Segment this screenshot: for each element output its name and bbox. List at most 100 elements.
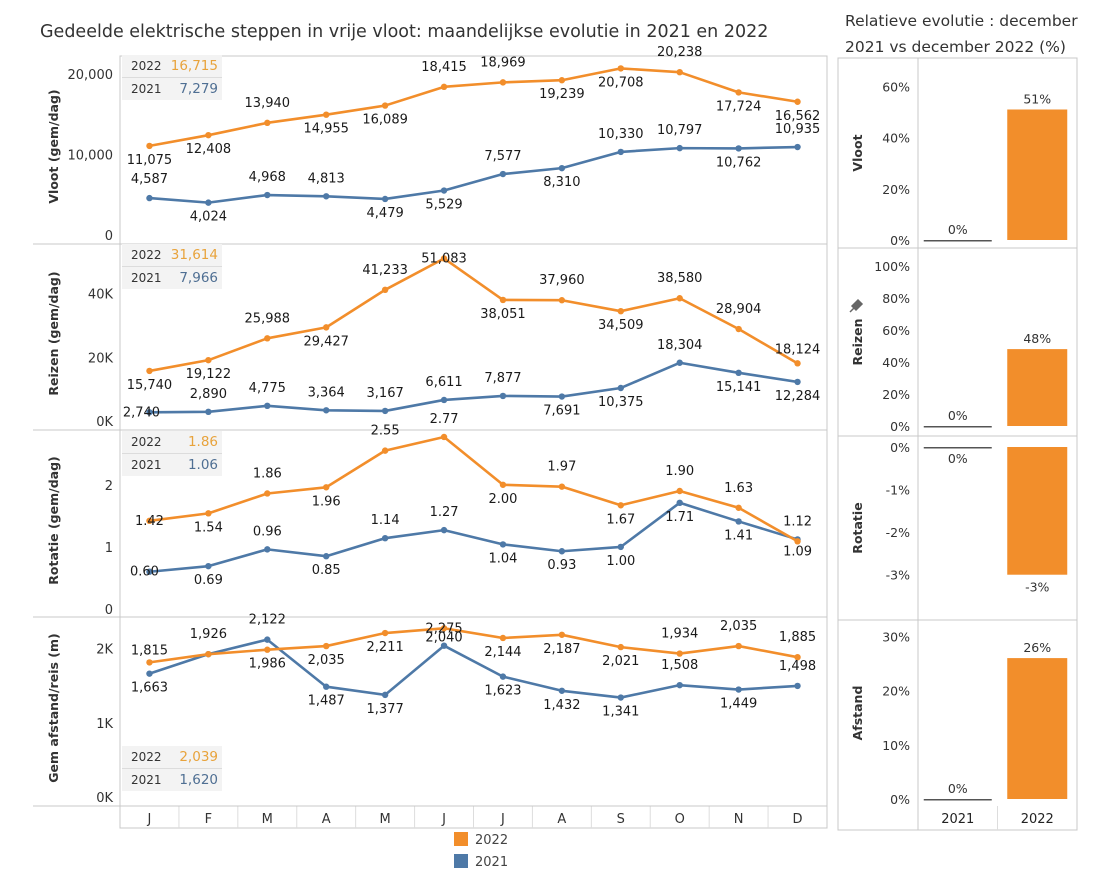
data-label-2021: 0.93 (547, 558, 576, 573)
bar-y-tick-label: 40% (882, 131, 910, 146)
data-label-2021: 4,587 (131, 172, 168, 187)
bar-y-tick-label: 10% (882, 738, 910, 753)
data-label-2022: 2,211 (367, 640, 404, 655)
data-label-2021: 1,449 (720, 697, 757, 712)
data-label-2021: 1.71 (665, 510, 694, 525)
data-point-2022 (794, 653, 801, 661)
bar-y-tick-label: 0% (890, 233, 910, 248)
data-point-2022 (558, 631, 566, 638)
data-point-2022 (323, 642, 330, 650)
data-point-2021 (146, 409, 153, 416)
y-tick-label: 2 (105, 479, 113, 494)
legend-item-2022[interactable]: 2022 (454, 830, 508, 852)
data-point-2021 (735, 369, 742, 377)
data-label-2022: 1,885 (779, 630, 816, 645)
data-label-2022: 51,083 (421, 251, 467, 266)
data-point-2022 (558, 297, 566, 304)
data-point-2021 (499, 392, 507, 400)
data-point-2022 (676, 487, 683, 495)
data-point-2022 (440, 433, 448, 441)
data-point-2021 (381, 407, 389, 415)
bar-value-label: 0% (948, 408, 968, 423)
data-label-2022: 20,238 (657, 45, 703, 60)
data-point-2021 (205, 408, 212, 416)
legend-item-2021[interactable]: 2021 (454, 852, 508, 874)
data-point-2021 (735, 686, 742, 693)
data-point-2021 (381, 535, 389, 542)
data-label-2021: 1.27 (430, 505, 459, 520)
data-label-2022: 2,144 (484, 645, 521, 660)
data-label-2022: 2.55 (371, 424, 400, 439)
y-axis-label: Reizen (gem/dag) (46, 271, 61, 395)
data-point-2022 (381, 286, 389, 294)
data-label-2021: 2,890 (190, 387, 227, 402)
summary-year-2022: 2022 (131, 248, 162, 262)
data-label-2022: 1,986 (249, 657, 286, 672)
legend-label-2021: 2021 (475, 855, 509, 870)
data-point-2021 (146, 568, 153, 575)
data-point-2021 (499, 673, 507, 680)
y-axis-label: Vloot (gem/dag) (46, 89, 61, 203)
data-label-2022: 11,075 (127, 153, 173, 168)
bar-value-label: 51% (1023, 92, 1051, 107)
data-label-2021: 2,122 (249, 613, 286, 628)
data-point-2022 (146, 367, 153, 375)
plot-frame (119, 55, 828, 829)
data-label-2021: 10,935 (775, 122, 821, 137)
bar-y-tick-label: 60% (882, 323, 910, 338)
data-point-2021 (558, 393, 566, 400)
x-tick-label: O (675, 812, 685, 827)
data-label-2021: 7,877 (484, 371, 521, 386)
y-tick-label: 0K (96, 791, 113, 806)
data-label-2022: 28,904 (716, 302, 762, 317)
data-point-2021 (323, 553, 330, 560)
data-label-2022: 15,740 (127, 378, 173, 393)
bar-2022 (1007, 658, 1068, 799)
bar-2021 (923, 240, 992, 242)
data-point-2021 (323, 193, 330, 200)
summary-box-afstand: 2022 2,039 2021 1,620 (122, 746, 222, 791)
data-point-2021 (558, 548, 566, 555)
data-point-2022 (499, 79, 507, 86)
data-point-2021 (205, 562, 212, 570)
data-point-2021 (794, 378, 801, 386)
data-point-2021 (558, 687, 566, 694)
data-label-2022: 38,580 (657, 271, 703, 286)
data-point-2022 (323, 324, 330, 331)
data-point-2022 (617, 307, 624, 315)
data-point-2022 (440, 625, 448, 632)
data-label-2022: 38,051 (480, 307, 526, 322)
data-label-2022: 13,940 (245, 96, 291, 111)
x-tick-label: M (262, 812, 273, 827)
data-label-2022: 17,724 (716, 99, 762, 114)
data-point-2021 (735, 145, 742, 152)
data-point-2021 (205, 199, 212, 206)
data-point-2022 (323, 484, 330, 491)
data-label-2022: 41,233 (362, 263, 408, 278)
data-label-2022: 2.00 (488, 492, 517, 507)
bar-2022 (1007, 447, 1068, 575)
bar-value-label: 0% (948, 781, 968, 796)
chart-title: Gedeelde elektrische steppen in vrije vl… (40, 22, 769, 42)
data-point-2022 (617, 65, 624, 72)
summary-year-2022: 2022 (131, 750, 162, 764)
data-point-2021 (264, 546, 271, 553)
bar-value-label: 0% (948, 222, 968, 237)
data-label-2021: 10,762 (716, 155, 762, 170)
x-tick-label: M (380, 812, 391, 827)
data-point-2021 (440, 396, 448, 404)
data-label-2022: 12,408 (186, 142, 232, 157)
data-label-2022: 19,122 (186, 367, 232, 382)
data-label-2021: 8,310 (543, 175, 580, 190)
data-point-2021 (558, 164, 566, 172)
data-point-2022 (499, 296, 507, 304)
summary-value-2021: 1.06 (187, 457, 218, 473)
y-tick-label: 2K (96, 643, 113, 658)
data-label-2022: 1.90 (665, 464, 694, 479)
summary-year-2021: 2021 (131, 82, 162, 96)
data-label-2022: 1.09 (783, 544, 812, 559)
bar-2021 (923, 799, 992, 801)
data-point-2022 (617, 502, 624, 509)
summary-value-2021: 7,279 (179, 81, 218, 97)
bar-y-tick-label: -3% (886, 568, 910, 583)
